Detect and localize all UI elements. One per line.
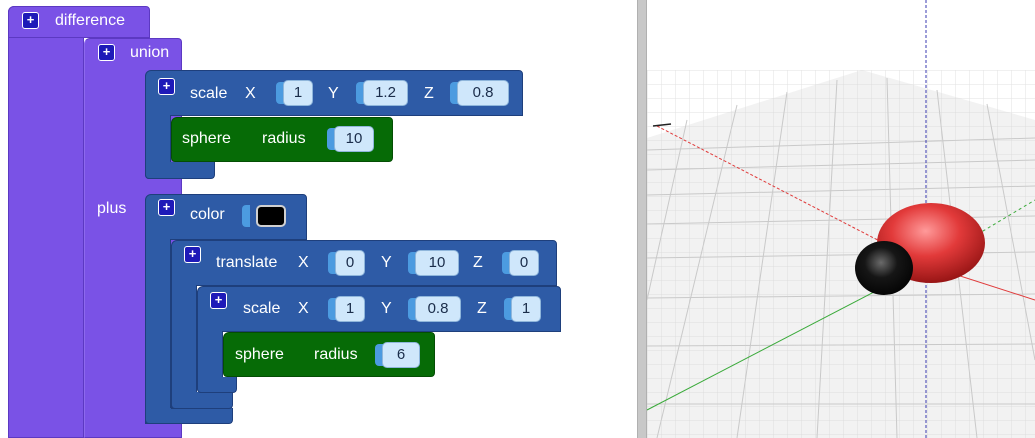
3d-scene[interactable] <box>647 0 1035 438</box>
scale-1-expand-plus-icon[interactable]: + <box>158 78 175 95</box>
color-expand-plus-icon[interactable]: + <box>158 199 175 216</box>
scale-2-y-socket <box>408 298 416 320</box>
origin-tick <box>652 123 672 127</box>
sphere-1-radius-socket <box>327 128 335 150</box>
scale-2-z-field[interactable]: 1 <box>511 296 541 322</box>
sphere-1-label: sphere <box>182 130 231 147</box>
black-head <box>855 241 913 295</box>
union-expand-plus-icon[interactable]: + <box>98 44 115 61</box>
scale-block-1-footer[interactable] <box>145 162 215 179</box>
scale-1-y-socket <box>356 82 364 104</box>
translate-expand-plus-icon[interactable]: + <box>184 246 201 263</box>
scale-1-label: scale <box>190 85 228 102</box>
translate-label: translate <box>216 254 278 271</box>
translate-y-field[interactable]: 10 <box>415 250 459 276</box>
union-plus-label: plus <box>97 200 127 217</box>
color-label: color <box>190 206 225 223</box>
union-label: union <box>130 44 170 61</box>
translate-z-socket <box>502 252 510 274</box>
sphere-block-2[interactable] <box>223 332 435 377</box>
scale-1-z-label: Z <box>424 85 434 102</box>
pane-splitter[interactable] <box>637 0 647 438</box>
sphere-1-radius-field[interactable]: 10 <box>334 126 374 152</box>
scale-1-y-field[interactable]: 1.2 <box>363 80 408 106</box>
scale-block-2[interactable] <box>197 286 561 332</box>
scale-2-y-field[interactable]: 0.8 <box>415 296 461 322</box>
translate-block-body[interactable] <box>171 285 197 409</box>
sphere-1-radius-label: radius <box>262 130 306 147</box>
color-block-footer[interactable] <box>145 408 233 424</box>
sphere-2-radius-label: radius <box>314 346 358 363</box>
scale-2-z-label: Z <box>477 300 487 317</box>
scale-2-label: scale <box>243 300 281 317</box>
translate-y-socket <box>408 252 416 274</box>
scale-1-y-label: Y <box>328 85 339 102</box>
scale-1-x-field[interactable]: 1 <box>283 80 313 106</box>
sphere-2-radius-socket <box>375 344 383 366</box>
translate-x-field[interactable]: 0 <box>335 250 365 276</box>
scale-1-x-label: X <box>245 85 256 102</box>
scale-2-x-socket <box>328 298 336 320</box>
scale-1-z-field[interactable]: 0.8 <box>457 80 509 106</box>
scale-2-z-socket <box>504 298 512 320</box>
color-block-body[interactable] <box>145 239 171 424</box>
3d-viewport[interactable] <box>647 0 1035 438</box>
difference-block[interactable] <box>8 6 84 438</box>
scale-1-x-socket <box>276 82 284 104</box>
translate-x-label: X <box>298 254 309 271</box>
translate-z-field[interactable]: 0 <box>509 250 539 276</box>
scale-block-2-footer[interactable] <box>197 377 237 393</box>
blocks-workspace[interactable]: + difference + union plus + scale X 1 Y … <box>0 0 637 438</box>
translate-z-label: Z <box>473 254 483 271</box>
difference-label: difference <box>55 12 125 29</box>
scale-2-x-field[interactable]: 1 <box>335 296 365 322</box>
scale-2-y-label: Y <box>381 300 392 317</box>
translate-x-socket <box>328 252 336 274</box>
color-socket <box>242 205 250 227</box>
sphere-2-label: sphere <box>235 346 284 363</box>
sphere-2-radius-field[interactable]: 6 <box>382 342 420 368</box>
translate-y-label: Y <box>381 254 392 271</box>
difference-expand-plus-icon[interactable]: + <box>22 12 39 29</box>
color-swatch[interactable] <box>256 205 286 227</box>
scale-2-x-label: X <box>298 300 309 317</box>
translate-block-footer[interactable] <box>171 392 233 409</box>
scale-2-expand-plus-icon[interactable]: + <box>210 292 227 309</box>
scale-1-z-socket <box>450 82 458 104</box>
